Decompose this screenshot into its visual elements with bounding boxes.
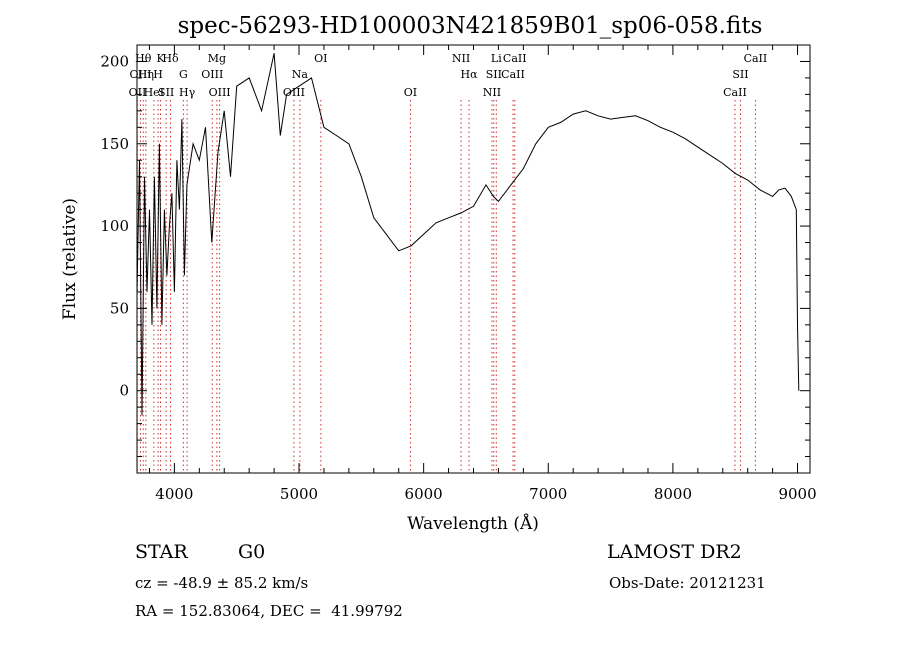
y-tick-label: 100 bbox=[100, 217, 129, 235]
line-marker-label: NII bbox=[452, 52, 470, 65]
line-marker-label: OIII bbox=[201, 68, 223, 81]
x-tick-label: 8000 bbox=[654, 485, 692, 503]
x-tick-label: 7000 bbox=[529, 485, 567, 503]
line-marker-label: CaII bbox=[723, 86, 747, 99]
line-marker-label: OIII bbox=[283, 86, 305, 99]
x-axis-label: Wavelength (Å) bbox=[407, 513, 539, 534]
line-marker-label: H bbox=[153, 68, 163, 81]
line-marker-label: Mg bbox=[208, 52, 226, 65]
x-tick-label: 6000 bbox=[405, 485, 443, 503]
line-marker-label: Na bbox=[292, 68, 309, 81]
line-marker-label: G bbox=[179, 68, 188, 81]
spectral-line-markers: OII OIII Hθ Hη HeI HK SII HδG Hγ OIII Mg OIII OIII Na… bbox=[129, 52, 768, 473]
line-marker-label: OI bbox=[404, 86, 417, 99]
line-marker-label: CaII bbox=[744, 52, 768, 65]
line-marker-label: OIII bbox=[129, 68, 151, 81]
line-marker-label: CaII bbox=[503, 52, 527, 65]
y-tick-label: 150 bbox=[100, 135, 129, 153]
spectrum-series-line bbox=[136, 53, 800, 416]
line-marker-label: SII bbox=[486, 68, 502, 81]
line-marker-label: HeI bbox=[144, 86, 164, 99]
chart-title: spec-56293-HD100003N421859B01_sp06-058.f… bbox=[178, 13, 763, 39]
line-marker-label: OI bbox=[314, 52, 327, 65]
line-marker-label: Hη bbox=[138, 68, 154, 81]
line-marker-label: SII bbox=[732, 68, 748, 81]
y-axis-ticks: 0 50 100 150 200 bbox=[100, 44, 810, 474]
y-tick-label: 50 bbox=[110, 299, 129, 317]
y-tick-label: 200 bbox=[100, 52, 129, 70]
subclass-label: G0 bbox=[238, 541, 266, 563]
x-tick-label: 4000 bbox=[155, 485, 193, 503]
x-axis-ticks: 4000 5000 6000 7000 8000 9000 bbox=[148, 45, 817, 503]
line-marker-label: Hγ bbox=[179, 86, 196, 99]
coords-label: RA = 152.83064, DEC = 41.99792 bbox=[135, 602, 403, 620]
x-tick-label: 9000 bbox=[778, 485, 816, 503]
line-marker-label: SII bbox=[158, 86, 174, 99]
line-marker-label: OII bbox=[129, 86, 147, 99]
line-marker-label: OIII bbox=[209, 86, 231, 99]
line-marker-label: K bbox=[156, 52, 165, 65]
y-tick-label: 0 bbox=[119, 382, 129, 400]
line-marker-label: NII bbox=[483, 86, 501, 99]
plot-frame bbox=[136, 44, 811, 474]
line-marker-label: Hθ bbox=[135, 52, 152, 65]
y-axis-label: Flux (relative) bbox=[60, 198, 80, 320]
obs-date-label: Obs-Date: 20121231 bbox=[609, 574, 766, 592]
line-marker-label: Hδ bbox=[162, 52, 179, 65]
class-label: STAR bbox=[135, 541, 188, 563]
survey-label: LAMOST DR2 bbox=[607, 541, 742, 563]
redshift-label: cz = -48.9 ± 85.2 km/s bbox=[135, 574, 309, 592]
spectrum-chart: spec-56293-HD100003N421859B01_sp06-058.f… bbox=[60, 13, 817, 534]
line-marker-label: Li bbox=[491, 52, 502, 65]
line-marker-label: Hα bbox=[460, 68, 478, 81]
line-marker-label: CaII bbox=[501, 68, 525, 81]
x-tick-label: 5000 bbox=[280, 485, 318, 503]
